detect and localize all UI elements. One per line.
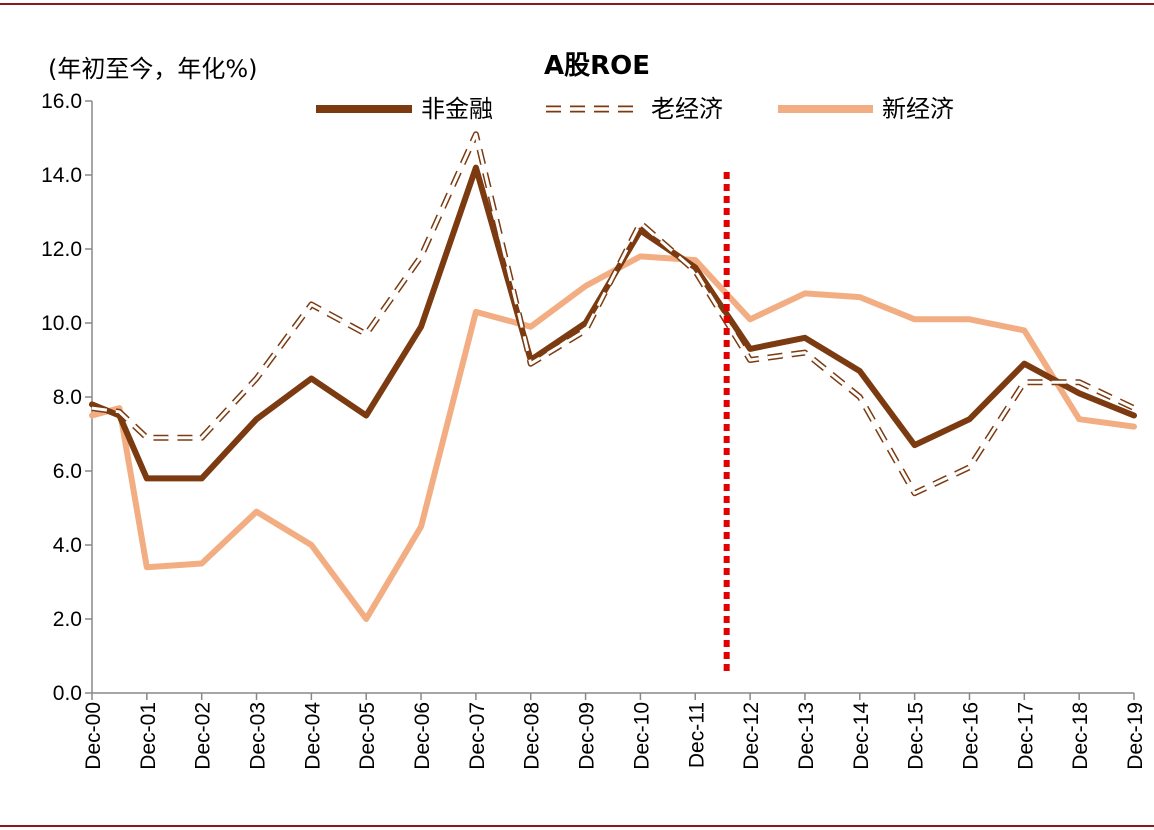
x-tick-label: Dec-12: [740, 702, 763, 770]
x-tick-label: Dec-14: [850, 702, 873, 770]
legend: 非金融 老经济 新经济: [316, 95, 954, 123]
y-tick-label: 16.0: [41, 90, 82, 113]
x-tick-label: Dec-17: [1014, 702, 1037, 770]
top-border-line: [0, 3, 1154, 5]
y-tick-label: 0.0: [53, 682, 82, 705]
legend-label: 新经济: [882, 95, 954, 123]
x-tick-label: Dec-00: [82, 702, 105, 770]
series-layer: [89, 131, 1137, 622]
series-line-new-economy: [89, 253, 1137, 622]
y-tick-label: 10.0: [41, 312, 82, 335]
series-line-non-financial: [89, 164, 1137, 482]
y-axis-unit-label: (年初至今，年化%): [48, 55, 258, 83]
x-tick-label: Dec-10: [630, 702, 653, 770]
x-tick-label: Dec-01: [137, 702, 160, 770]
x-tick-label: Dec-09: [576, 702, 599, 770]
x-tick-label: Dec-06: [411, 702, 434, 770]
x-tick-label: Dec-04: [301, 702, 324, 770]
axes-group: 0.0 2.0 4.0 6.0 8.0 10.0 12.0 14.0 16.0 Dec-00 Dec…: [41, 90, 1147, 770]
x-tick-label: Dec-03: [247, 702, 270, 770]
legend-label: 非金融: [421, 95, 493, 123]
bottom-border-line: [0, 825, 1154, 827]
y-tick-label: 6.0: [53, 460, 82, 483]
x-tick-label: Dec-19: [1124, 702, 1147, 770]
x-tick-label: Dec-13: [795, 702, 818, 770]
x-tick-label: Dec-18: [1069, 702, 1092, 770]
x-tick-label: Dec-07: [466, 702, 489, 770]
y-tick-label: 8.0: [53, 386, 82, 409]
y-tick-label: 2.0: [53, 608, 82, 631]
x-tick-label: Dec-11: [685, 702, 708, 768]
legend-label: 老经济: [651, 95, 723, 123]
y-tick-label: 12.0: [41, 238, 82, 261]
x-tick-label: Dec-05: [356, 702, 379, 770]
x-tick-label: Dec-16: [959, 702, 982, 770]
x-tick-label: Dec-08: [521, 702, 544, 770]
x-tick-label: Dec-02: [192, 702, 215, 770]
chart-title: A股ROE: [544, 51, 650, 81]
y-tick-label: 4.0: [53, 534, 82, 557]
y-tick-label: 14.0: [41, 164, 82, 187]
series-line-old-economy-outline: [91, 131, 1136, 497]
series-line-old-economy: [91, 132, 1135, 495]
x-tick-label: Dec-15: [905, 702, 928, 770]
